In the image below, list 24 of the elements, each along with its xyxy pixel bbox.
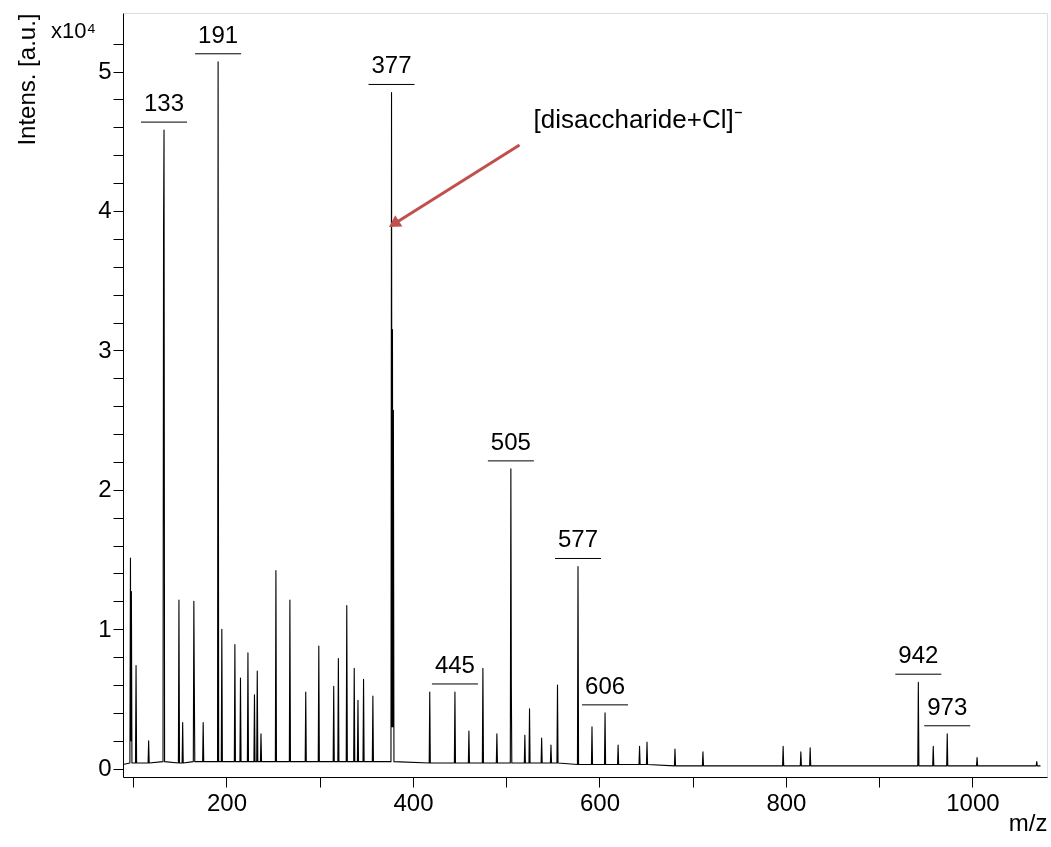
y-tick-label: 1 (98, 614, 112, 642)
x-tick-label: 600 (579, 788, 620, 816)
y-tick-label: 3 (98, 335, 112, 363)
annotation: 377 (371, 51, 412, 79)
annotation: 942 (898, 641, 939, 669)
annotation: 505 (490, 427, 531, 455)
annotation: 973 (927, 692, 968, 720)
x-tick-label: 1000 (946, 788, 1000, 816)
annotation: 445 (434, 650, 475, 678)
x-axis-title: m/z (1008, 808, 1048, 836)
y-tick-label: 2 (98, 475, 112, 503)
text: x10⁴ (51, 18, 96, 43)
y-tick-label: 0 (98, 754, 112, 782)
x-tick-label: 400 (393, 788, 434, 816)
x-tick-label: 200 (206, 788, 248, 816)
annotation: 606 (585, 671, 626, 699)
y-axis-title: Intens. [a.u.] (13, 13, 41, 146)
annotation: 577 (557, 525, 599, 553)
annotation: 133 (144, 89, 185, 117)
y-tick-label: 5 (98, 57, 112, 85)
x-tick-label: 800 (766, 788, 807, 816)
annotation: [disaccharide+Cl]⁻ (533, 103, 743, 134)
annotation: 191 (198, 20, 239, 48)
y-tick-label: 4 (98, 196, 112, 224)
